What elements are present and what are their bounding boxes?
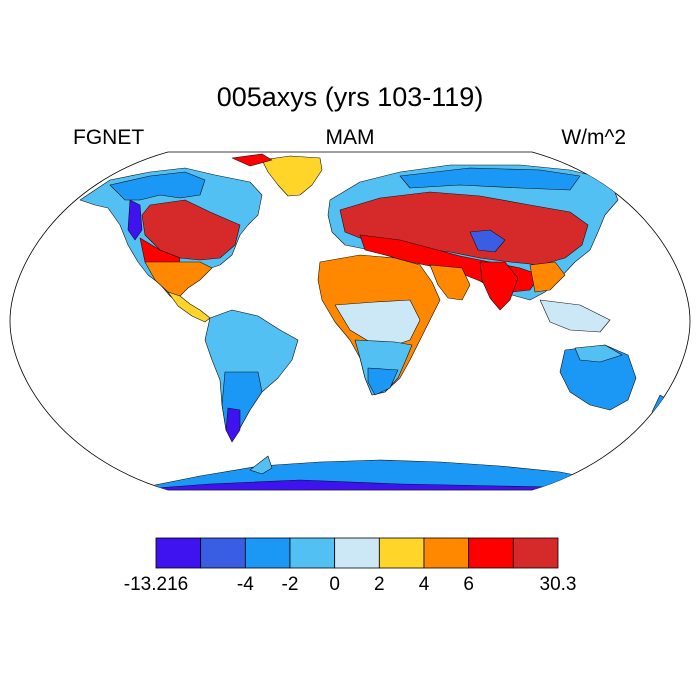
colorbar-tick-label: -2 (281, 574, 299, 595)
na-south-orange (144, 261, 213, 299)
colorbar-tick-label: 30.3 (539, 574, 577, 595)
plot-title: 005axys (yrs 103-119) (216, 82, 484, 112)
africa-central (334, 299, 421, 346)
tibet-cold (469, 229, 506, 253)
arabia (429, 264, 471, 301)
india (479, 261, 519, 311)
dataset-label: FGNET (73, 126, 145, 149)
siberia-cold (399, 167, 581, 191)
greenland (261, 155, 323, 197)
units-label: W/m^2 (561, 126, 626, 149)
australia (559, 344, 637, 411)
sa-tip (225, 407, 241, 443)
greenland-hot (231, 153, 273, 167)
na-usa-hot (141, 199, 241, 261)
colorbar-tick-label: -4 (236, 574, 254, 595)
colorbar-tick-label: 4 (418, 574, 430, 595)
colorbar-tick-label: -13.216 (123, 574, 189, 595)
colorbar-tick-label: 0 (329, 574, 340, 595)
antarctica-peninsula (249, 455, 273, 475)
colorbar-tick-label: 2 (374, 574, 385, 595)
na-west-cold (127, 199, 143, 241)
na-canada-cold (109, 171, 206, 201)
africa-south-tip (367, 367, 399, 396)
colorbar-tick-label: 6 (463, 574, 474, 595)
season-label: MAM (325, 126, 375, 149)
australia-north (574, 344, 623, 363)
se-asia (539, 299, 611, 333)
china-orange (529, 261, 566, 293)
